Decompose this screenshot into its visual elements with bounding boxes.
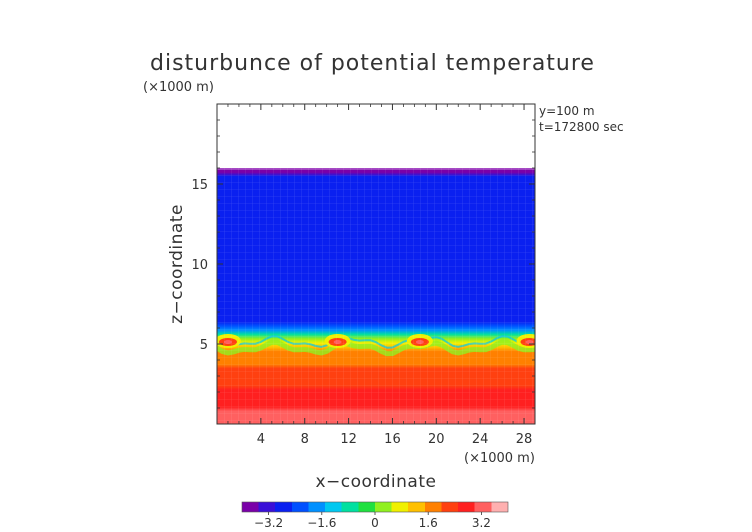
contour-grid-texture xyxy=(217,168,535,424)
x-axis-label: x−coordinate xyxy=(316,472,437,492)
x-tick-label: 16 xyxy=(384,432,401,447)
colorbar-tick-label: 3.2 xyxy=(472,516,491,530)
x-tick-label: 12 xyxy=(340,432,357,447)
y-unit-label: (×1000 m) xyxy=(143,80,214,95)
colorbar-tick-label: −3.2 xyxy=(254,516,283,530)
x-tick-label: 24 xyxy=(472,432,489,447)
y-tick-label: 5 xyxy=(200,338,208,353)
plot-area xyxy=(217,104,535,424)
x-unit-label: (×1000 m) xyxy=(464,451,535,466)
x-tick-label: 4 xyxy=(257,432,265,447)
colorbar-tick-label: −1.6 xyxy=(307,516,336,530)
colorbar-tick-label: 0 xyxy=(371,516,379,530)
y-tick-label: 10 xyxy=(191,258,208,273)
x-tick-label: 8 xyxy=(301,432,309,447)
x-tick-label: 28 xyxy=(516,432,533,447)
annotation-time: t=172800 sec xyxy=(539,120,624,134)
y-axis-label: z−coordinate xyxy=(167,204,187,324)
x-tick-label: 20 xyxy=(428,432,445,447)
chart-title: disturbunce of potential temperature xyxy=(150,51,595,76)
y-axis-ticks: 5 10 15 xyxy=(191,119,535,409)
y-tick-label: 15 xyxy=(191,178,208,193)
colorbar xyxy=(241,501,509,513)
colorbar-ticks: −3.2 −1.6 0 1.6 3.2 xyxy=(254,512,491,530)
annotation-y-position: y=100 m xyxy=(539,104,595,118)
colorbar-tick-label: 1.6 xyxy=(419,516,438,530)
x-axis-ticks: 4 8 12 16 20 24 28 xyxy=(227,104,533,447)
